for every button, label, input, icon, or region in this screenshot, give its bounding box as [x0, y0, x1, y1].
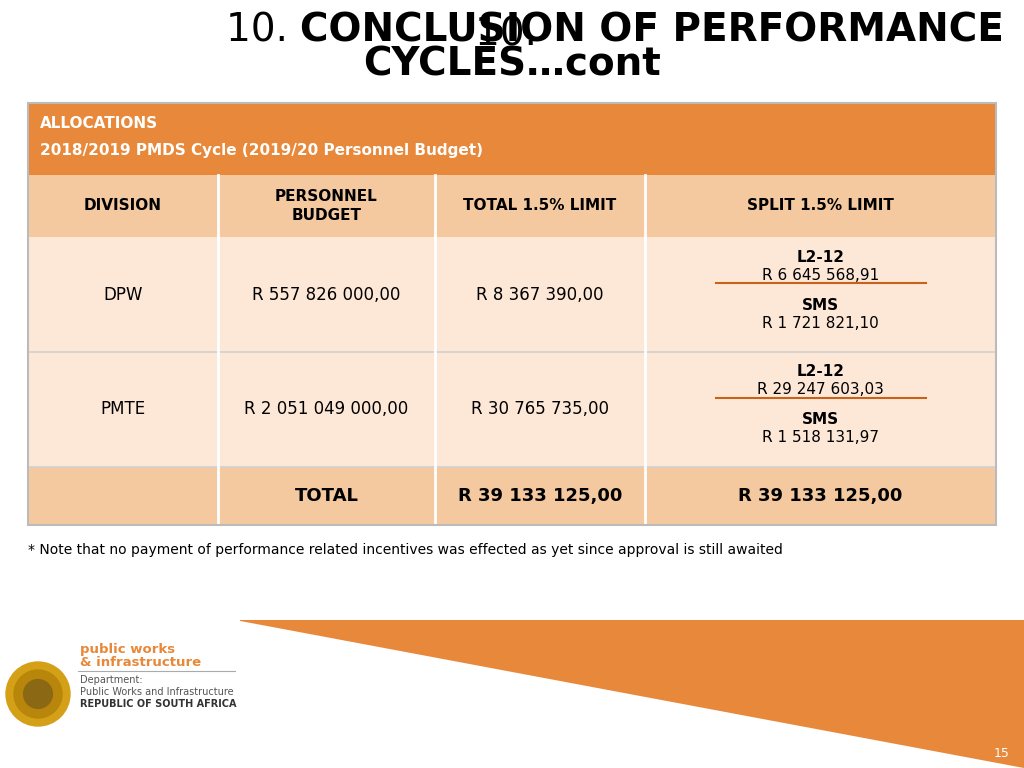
Text: L2-12: L2-12 [797, 365, 845, 379]
Text: & infrastructure: & infrastructure [80, 657, 201, 670]
Bar [28, 175, 996, 237]
Text: R 39 133 125,00: R 39 133 125,00 [458, 487, 623, 505]
Circle shape [14, 670, 62, 718]
Text: R 1 721 821,10: R 1 721 821,10 [762, 316, 879, 330]
Text: ALLOCATIONS: ALLOCATIONS [40, 115, 158, 131]
Text: R 29 247 603,03: R 29 247 603,03 [757, 382, 884, 398]
Text: SMS: SMS [802, 412, 839, 428]
Text: R 30 765 735,00: R 30 765 735,00 [471, 400, 609, 419]
Text: SPLIT 1.5% LIMIT: SPLIT 1.5% LIMIT [748, 198, 894, 214]
Text: DPW: DPW [103, 286, 142, 303]
Text: 10.: 10. [475, 15, 549, 54]
Text: TOTAL 1.5% LIMIT: TOTAL 1.5% LIMIT [464, 198, 616, 214]
Text: R 557 826 000,00: R 557 826 000,00 [252, 286, 400, 303]
Text: SMS: SMS [802, 297, 839, 313]
Text: CONCLUSION OF PERFORMANCE: CONCLUSION OF PERFORMANCE [300, 12, 1004, 50]
Text: Public Works and Infrastructure: Public Works and Infrastructure [80, 687, 233, 697]
Polygon shape [234, 620, 1024, 768]
Text: 2018/2019 PMDS Cycle (2019/20 Personnel Budget): 2018/2019 PMDS Cycle (2019/20 Personnel … [40, 144, 483, 158]
Text: 10.: 10. [225, 12, 300, 50]
Text: R 1 518 131,97: R 1 518 131,97 [762, 431, 879, 445]
Text: PMTE: PMTE [100, 400, 145, 419]
Circle shape [24, 680, 52, 708]
Text: R 6 645 568,91: R 6 645 568,91 [762, 267, 880, 283]
Text: * Note that no payment of performance related incentives was effected as yet sin: * Note that no payment of performance re… [28, 543, 783, 557]
Text: R 39 133 125,00: R 39 133 125,00 [738, 487, 903, 505]
Text: DIVISION: DIVISION [84, 198, 162, 214]
Bar [28, 103, 996, 175]
Bar [28, 467, 996, 525]
Text: Department:: Department: [80, 675, 142, 685]
Circle shape [6, 662, 70, 726]
Bar [28, 352, 996, 467]
Text: R 2 051 049 000,00: R 2 051 049 000,00 [245, 400, 409, 419]
Bar [0, 620, 240, 768]
Text: CYCLES…cont: CYCLES…cont [364, 46, 660, 84]
Text: REPUBLIC OF SOUTH AFRICA: REPUBLIC OF SOUTH AFRICA [80, 699, 237, 709]
Text: 15: 15 [994, 747, 1010, 760]
Text: TOTAL: TOTAL [295, 487, 358, 505]
Bar [28, 237, 996, 352]
Bar [28, 103, 996, 525]
Text: public works: public works [80, 644, 175, 657]
Text: PERSONNEL
BUDGET: PERSONNEL BUDGET [275, 189, 378, 223]
Text: L2-12: L2-12 [797, 250, 845, 264]
Text: R 8 367 390,00: R 8 367 390,00 [476, 286, 604, 303]
